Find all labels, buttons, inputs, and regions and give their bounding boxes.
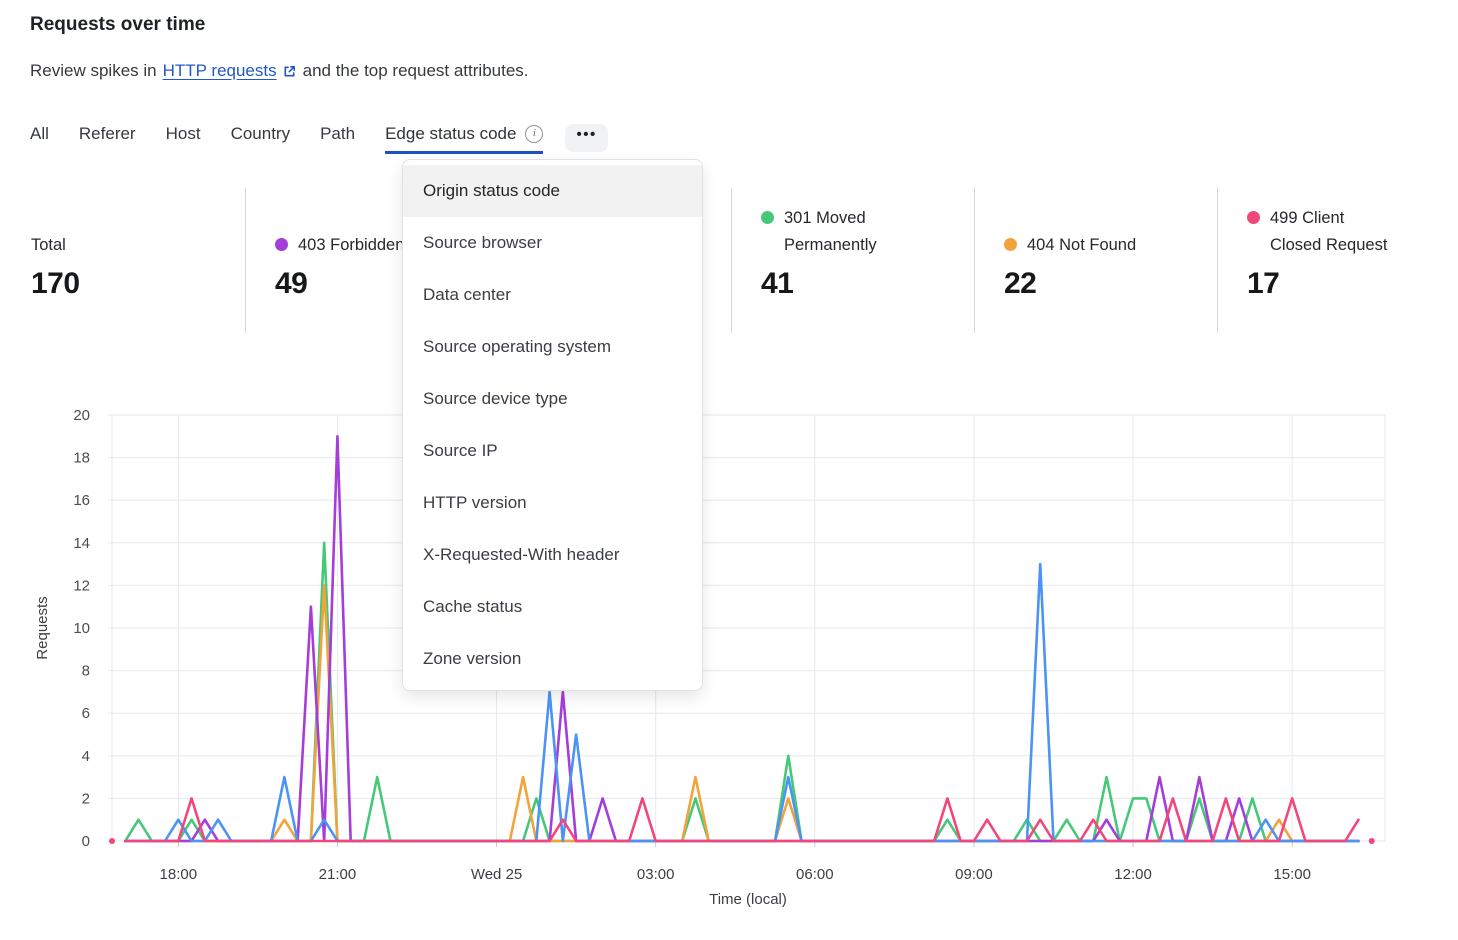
tab-country[interactable]: Country [230,124,291,143]
svg-text:20: 20 [73,407,90,424]
info-icon[interactable]: i [525,125,544,143]
svg-text:09:00: 09:00 [955,866,993,883]
dropdown-item-cache-status[interactable]: Cache status [423,597,523,616]
more-tabs-button[interactable]: ••• [565,124,608,152]
dropdown-item-origin-status-code[interactable]: Origin status code [403,165,702,217]
stat-label: 403 Forbidden [298,235,405,254]
dropdown-item-data-center[interactable]: Data center [423,285,511,304]
subtitle: Review spikes in HTTP requests and the t… [30,61,529,81]
stat-label: 499 Client Closed Request [1270,209,1388,254]
series-color-dot [761,211,774,225]
http-requests-link[interactable]: HTTP requests [163,61,297,81]
svg-text:18: 18 [73,450,90,467]
stat-value: 49 [275,267,308,300]
subtitle-prefix: Review spikes in [30,61,157,80]
stat-total[interactable]: Total 170 [2,188,245,333]
svg-text:Time (local): Time (local) [709,891,787,908]
series-color-dot [1004,237,1017,251]
stat-301-moved-permanently[interactable]: 301 Moved Permanently 41 [731,188,974,333]
stat-value: 41 [761,267,794,300]
tab-all[interactable]: All [30,124,49,143]
svg-text:6: 6 [82,705,90,722]
stat-value: 170 [31,267,80,300]
stat-404-not-found[interactable]: 404 Not Found 22 [974,188,1217,333]
svg-text:Wed 25: Wed 25 [471,866,522,883]
dropdown-item-http-version[interactable]: HTTP version [423,493,527,512]
stat-499-client-closed-request[interactable]: 499 Client Closed Request 17 [1217,188,1458,333]
svg-text:10: 10 [73,620,90,637]
series-color-dot [275,237,288,251]
svg-text:16: 16 [73,492,90,509]
svg-text:4: 4 [82,748,90,765]
stat-value: 17 [1247,267,1280,300]
attribute-tabs: All Referer Host Country Path Edge statu… [30,118,608,154]
svg-text:06:00: 06:00 [796,866,834,883]
http-requests-link-label: HTTP requests [162,61,277,80]
stat-label: Total [31,235,66,254]
dropdown-item-x-requested-with-header[interactable]: X-Requested-With header [423,545,620,564]
svg-text:12: 12 [73,577,90,594]
svg-text:8: 8 [82,663,90,680]
svg-text:Requests: Requests [34,596,51,659]
tab-edge-status-code-label: Edge status code [385,124,517,143]
stat-403-forbidden[interactable]: 403 Forbidden 49 [245,188,488,333]
series-color-dot [1247,211,1260,225]
svg-text:12:00: 12:00 [1114,866,1152,883]
svg-text:15:00: 15:00 [1273,866,1311,883]
subtitle-suffix: and the top request attributes. [302,61,529,80]
dropdown-item-zone-version[interactable]: Zone version [423,649,522,668]
attribute-dropdown-menu: Origin status code Source browser Data c… [402,159,703,691]
svg-text:2: 2 [82,790,90,807]
tab-referer[interactable]: Referer [78,124,136,143]
dropdown-item-source-browser[interactable]: Source browser [423,233,543,252]
stat-label: 301 Moved Permanently [784,209,877,254]
svg-text:18:00: 18:00 [160,866,198,883]
dropdown-item-source-ip[interactable]: Source IP [423,441,498,460]
external-link-icon [284,65,295,77]
svg-text:0: 0 [82,833,90,850]
svg-text:21:00: 21:00 [319,866,357,883]
svg-text:03:00: 03:00 [637,866,675,883]
page-title: Requests over time [30,14,206,35]
tab-edge-status-code[interactable]: Edge status code i [385,124,544,154]
tab-host[interactable]: Host [165,124,201,143]
dropdown-item-source-device-type[interactable]: Source device type [423,389,568,408]
tab-path[interactable]: Path [320,124,356,143]
stat-value: 22 [1004,267,1037,300]
dropdown-item-source-operating-system[interactable]: Source operating system [423,337,612,356]
stat-label: 404 Not Found [1027,235,1137,254]
svg-text:14: 14 [73,535,90,552]
stats-row: Total 170 403 Forbidden 49 301 Moved Per… [2,188,1458,333]
